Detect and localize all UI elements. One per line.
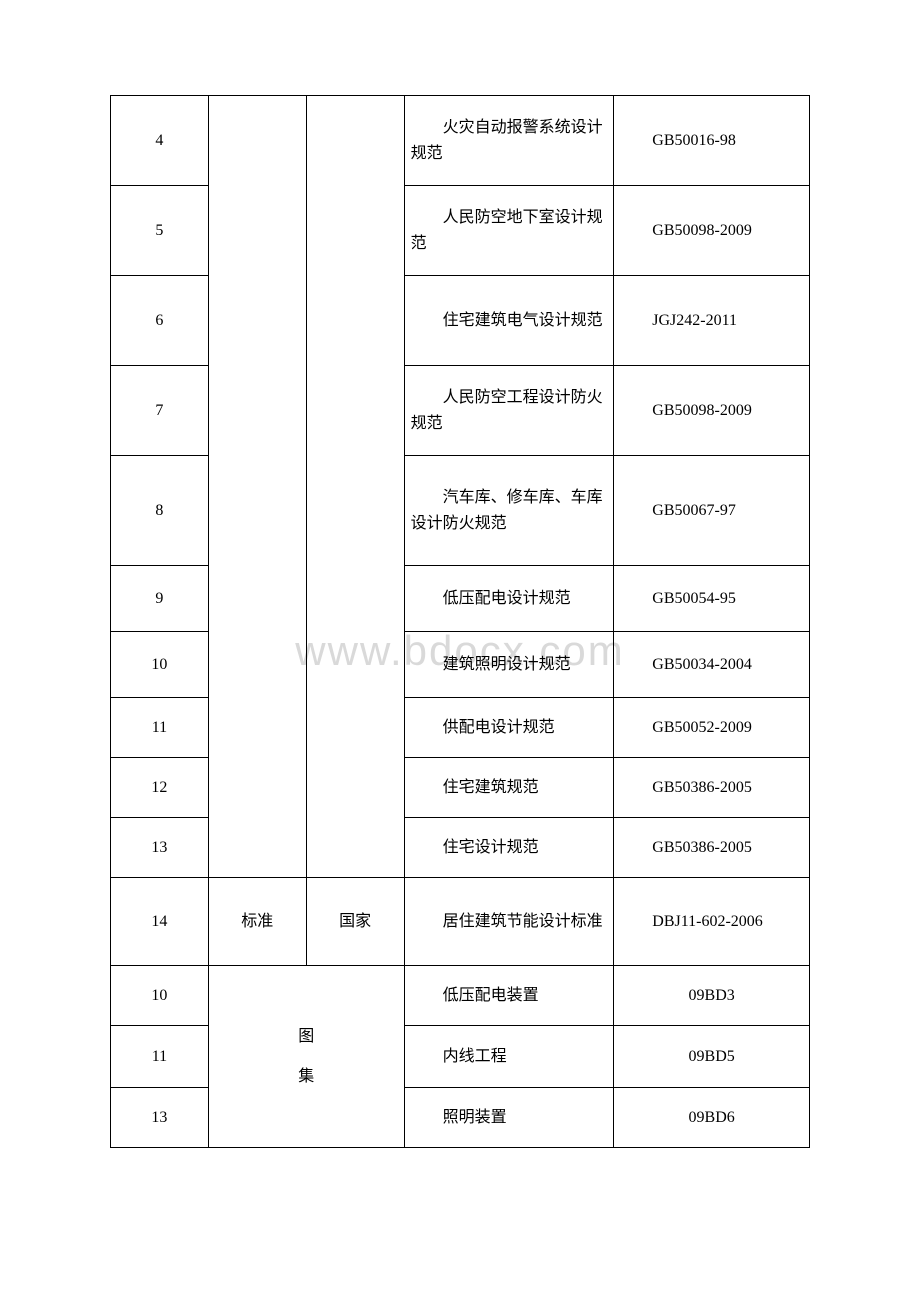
standard-code: GB50386-2005 bbox=[614, 818, 810, 878]
standard-code: GB50098-2009 bbox=[614, 186, 810, 276]
standard-name: 住宅建筑规范 bbox=[404, 758, 614, 818]
row-number: 4 bbox=[111, 96, 209, 186]
table-row: 10图集低压配电装置09BD3 bbox=[111, 966, 810, 1026]
standard-code: 09BD3 bbox=[614, 966, 810, 1026]
standard-name: 建筑照明设计规范 bbox=[404, 632, 614, 698]
standard-code: GB50052-2009 bbox=[614, 698, 810, 758]
standard-name: 低压配电装置 bbox=[404, 966, 614, 1026]
standard-name: 内线工程 bbox=[404, 1026, 614, 1088]
row-number: 11 bbox=[111, 698, 209, 758]
standard-name: 低压配电设计规范 bbox=[404, 566, 614, 632]
standard-code: GB50386-2005 bbox=[614, 758, 810, 818]
standard-code: JGJ242-2011 bbox=[614, 276, 810, 366]
row-number: 6 bbox=[111, 276, 209, 366]
standards-table: 4火灾自动报警系统设计规范GB50016-985人民防空地下室设计规范GB500… bbox=[110, 95, 810, 1148]
row-number: 11 bbox=[111, 1026, 209, 1088]
row-number: 9 bbox=[111, 566, 209, 632]
category-cell bbox=[208, 96, 306, 878]
table-row: 4 火灾自动报警系统设计规范GB50016-98 bbox=[111, 96, 810, 186]
standard-name: 照明装置 bbox=[404, 1088, 614, 1148]
standard-code: DBJ11-602-2006 bbox=[614, 878, 810, 966]
standard-code: GB50054-95 bbox=[614, 566, 810, 632]
standard-code: 09BD5 bbox=[614, 1026, 810, 1088]
standard-name: 住宅设计规范 bbox=[404, 818, 614, 878]
subcategory-cell: 国家 bbox=[306, 878, 404, 966]
row-number: 10 bbox=[111, 966, 209, 1026]
standard-code: GB50098-2009 bbox=[614, 366, 810, 456]
standard-name: 人民防空地下室设计规范 bbox=[404, 186, 614, 276]
standard-name: 火灾自动报警系统设计规范 bbox=[404, 96, 614, 186]
category-cell: 标准 bbox=[208, 878, 306, 966]
standard-code: GB50067-97 bbox=[614, 456, 810, 566]
standard-code: GB50016-98 bbox=[614, 96, 810, 186]
standard-name: 汽车库、修车库、车库设计防火规范 bbox=[404, 456, 614, 566]
row-number: 7 bbox=[111, 366, 209, 456]
standard-code: GB50034-2004 bbox=[614, 632, 810, 698]
category-cell: 图集 bbox=[208, 966, 404, 1148]
table-row: 14标准国家居住建筑节能设计标准DBJ11-602-2006 bbox=[111, 878, 810, 966]
row-number: 8 bbox=[111, 456, 209, 566]
row-number: 12 bbox=[111, 758, 209, 818]
standard-name: 住宅建筑电气设计规范 bbox=[404, 276, 614, 366]
row-number: 13 bbox=[111, 818, 209, 878]
row-number: 13 bbox=[111, 1088, 209, 1148]
subcategory-cell bbox=[306, 96, 404, 878]
row-number: 5 bbox=[111, 186, 209, 276]
standard-name: 供配电设计规范 bbox=[404, 698, 614, 758]
standard-name: 人民防空工程设计防火规范 bbox=[404, 366, 614, 456]
row-number: 14 bbox=[111, 878, 209, 966]
row-number: 10 bbox=[111, 632, 209, 698]
standard-code: 09BD6 bbox=[614, 1088, 810, 1148]
standard-name: 居住建筑节能设计标准 bbox=[404, 878, 614, 966]
